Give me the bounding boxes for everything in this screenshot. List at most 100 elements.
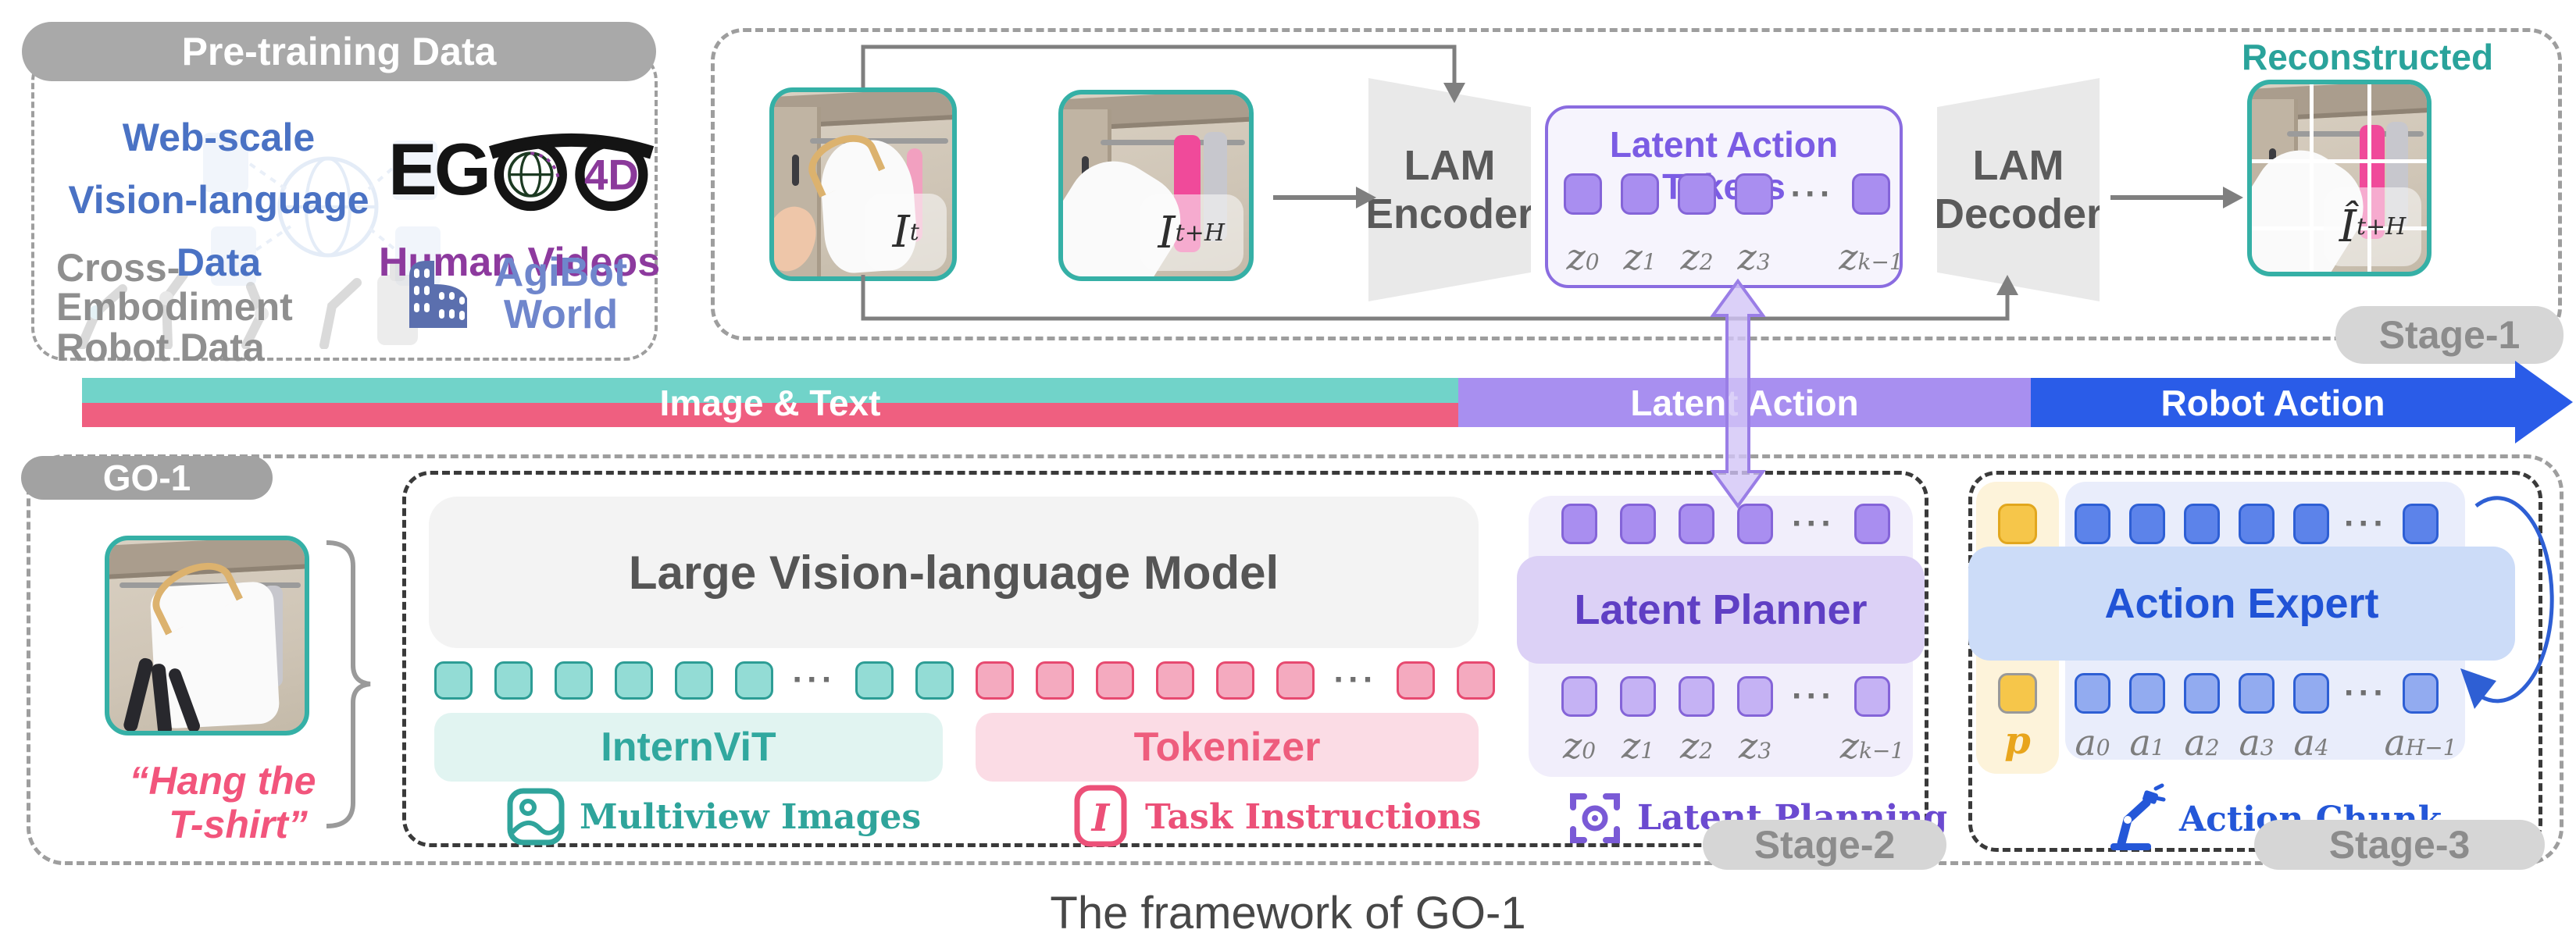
proprio-token-top [1998, 504, 2037, 544]
token [434, 661, 473, 700]
bar-image-text-segment: Image & Text [82, 378, 1458, 427]
bar-image-text-label: Image & Text [659, 382, 881, 423]
planner-output-token-row: ··· [1561, 676, 1890, 717]
cross-embodiment-label: Cross-Embodiment Robot Data [56, 246, 293, 369]
token [1561, 504, 1597, 544]
proprio-label: p [2004, 719, 2031, 763]
token [1679, 504, 1714, 544]
token [1156, 661, 1194, 700]
lam-decoder: LAM Decoder [1937, 78, 2100, 301]
token [2403, 673, 2439, 714]
stage1-box [711, 28, 2562, 340]
token [1854, 676, 1890, 717]
token [855, 661, 894, 700]
ego4d-logo: EG 4D [388, 119, 658, 220]
task-instruction-text: “Hang the T-shirt” [129, 759, 316, 846]
stage2-box [402, 471, 1928, 847]
agibot-world-label: AgiBot World [494, 250, 628, 337]
action-output-token-row: ··· [2075, 673, 2439, 714]
token [1276, 661, 1315, 700]
stage2-pill: Stage-2 [1703, 820, 1946, 870]
token [1620, 504, 1656, 544]
token [1678, 173, 1716, 215]
go1-box [27, 454, 2564, 865]
reconstructed-label: Reconstructed [2242, 37, 2494, 77]
ego4d-eg-text: EG [388, 128, 491, 210]
multiview-images-label: Multiview Images [580, 796, 922, 837]
token [1216, 661, 1254, 700]
ellipsis-dots: ··· [2344, 504, 2388, 543]
ellipsis-dots: ··· [2344, 674, 2388, 712]
figure-caption: The framework of GO-1 [1050, 888, 1526, 939]
token [2129, 504, 2165, 544]
planner-input-token-row: ··· [1561, 504, 1890, 544]
task-instructions-icon: I [1074, 785, 1127, 847]
token [2239, 673, 2275, 714]
closet-rail [1100, 140, 1246, 146]
pretraining-title: Pre-training Data [181, 30, 497, 73]
latent-planning-icon [1570, 793, 1620, 843]
token [1561, 676, 1597, 717]
ellipsis-dots: ··· [1790, 174, 1835, 213]
stage1-pill: Stage-1 [2335, 306, 2564, 364]
latent-action-tokens-box [1545, 105, 1903, 288]
token [494, 661, 533, 700]
token [2075, 504, 2110, 544]
vision-token-row: ··· [434, 661, 954, 700]
latent-planner-box: Latent Planner [1517, 556, 1925, 664]
token [1621, 173, 1659, 215]
token [1036, 661, 1074, 700]
token [2293, 673, 2329, 714]
bar-latent-action-segment: Latent Action [1458, 378, 2031, 427]
token [1854, 504, 1890, 544]
ellipsis-dots: ··· [1792, 504, 1836, 543]
token [2403, 504, 2439, 544]
grid-line [2367, 84, 2371, 272]
agibot-colosseum-icon [409, 261, 467, 328]
token [735, 661, 773, 700]
token [555, 661, 593, 700]
token [2075, 673, 2110, 714]
action-input-token-row: ··· [2075, 504, 2439, 544]
token [2184, 673, 2220, 714]
token [2184, 504, 2220, 544]
observation-photo [105, 536, 309, 736]
action-expert-box: Action Expert [1968, 547, 2515, 661]
grid-line [2252, 159, 2427, 163]
ellipsis-dots: ··· [1792, 677, 1836, 715]
token [2239, 504, 2275, 544]
lam-encoder: LAM Encoder [1368, 78, 1531, 301]
tokenizer-box: Tokenizer [976, 713, 1479, 782]
bar-teal-half [82, 378, 1458, 403]
pretraining-title-pill: Pre-training Data [22, 22, 656, 81]
ego4d-glasses-icon: 4D [488, 133, 654, 212]
stage3-pill: Stage-3 [2254, 820, 2545, 870]
token [1096, 661, 1134, 700]
text-token-row: ··· [976, 661, 1495, 700]
svg-text:4D: 4D [584, 151, 639, 198]
internvit-box: InternViT [434, 713, 943, 782]
vlm-box: Large Vision-language Model [429, 497, 1479, 648]
token [1679, 676, 1714, 717]
task-instructions-label: Task Instructions [1145, 796, 1482, 837]
token [1397, 661, 1435, 700]
token [1564, 173, 1602, 215]
token [915, 661, 954, 700]
token [2293, 504, 2329, 544]
token [1737, 676, 1773, 717]
web-data-decoration-icon [203, 133, 441, 286]
closet-rail [2286, 131, 2424, 137]
multiview-images-icon [507, 788, 565, 846]
token [976, 661, 1014, 700]
go1-pill: GO-1 [21, 456, 273, 500]
proprio-token-bottom [1998, 673, 2037, 714]
